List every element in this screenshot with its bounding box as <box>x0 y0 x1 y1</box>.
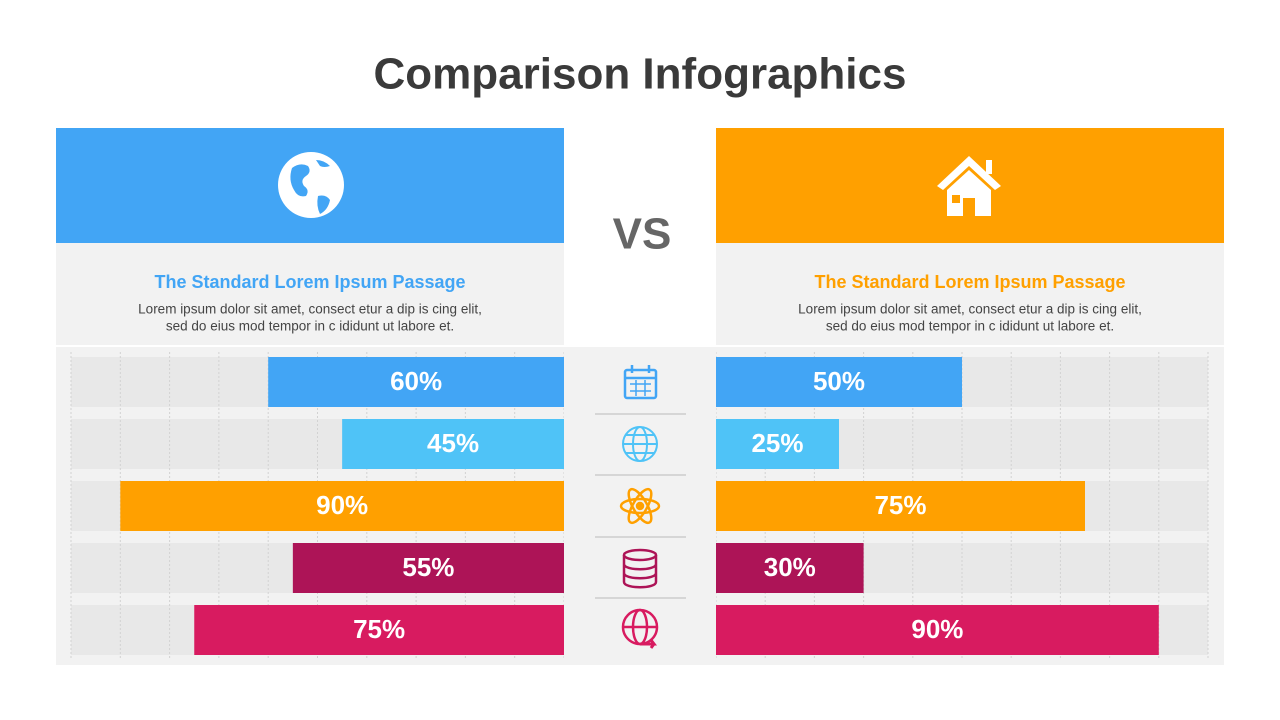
globe-icon <box>278 152 344 218</box>
globe-arrow-icon <box>621 608 659 649</box>
value-label: 75% <box>353 614 405 644</box>
panel-text: Lorem ipsum dolor sit amet, consect etur… <box>798 302 1142 317</box>
calendar-icon <box>623 365 658 400</box>
panel-text: sed do eius mod tempor in c ididunt ut l… <box>166 319 454 334</box>
value-label: 45% <box>427 428 479 458</box>
value-label: 50% <box>813 366 865 396</box>
title: Comparison Infographics <box>374 50 907 99</box>
value-label: 25% <box>751 428 803 458</box>
value-label: 90% <box>911 614 963 644</box>
bar <box>194 605 564 655</box>
bar <box>716 543 864 593</box>
bar <box>292 543 564 593</box>
house-icon <box>937 156 1001 216</box>
bar <box>716 605 1159 655</box>
panel-text: sed do eius mod tempor in c ididunt ut l… <box>826 319 1114 334</box>
value-label: 30% <box>764 552 816 582</box>
value-label: 60% <box>390 366 442 396</box>
bar <box>716 357 962 407</box>
globe-line-icon <box>622 426 658 462</box>
separators <box>595 413 686 599</box>
bar <box>342 419 564 469</box>
right-panel <box>716 243 1224 345</box>
value-label: 75% <box>874 490 926 520</box>
atom-icon <box>619 487 661 525</box>
panel-heading: The Standard Lorem Ipsum Passage <box>814 272 1125 292</box>
bar <box>716 419 839 469</box>
bar <box>120 481 565 531</box>
bar <box>716 481 1085 531</box>
bar <box>268 357 564 407</box>
panel-heading: The Standard Lorem Ipsum Passage <box>154 272 465 292</box>
panel-text: Lorem ipsum dolor sit amet, consect etur… <box>138 302 482 317</box>
database-icon <box>622 548 658 589</box>
value-label: 55% <box>402 552 454 582</box>
left-panel <box>56 243 564 345</box>
vs-label: VS <box>613 210 672 259</box>
value-label: 90% <box>316 490 368 520</box>
